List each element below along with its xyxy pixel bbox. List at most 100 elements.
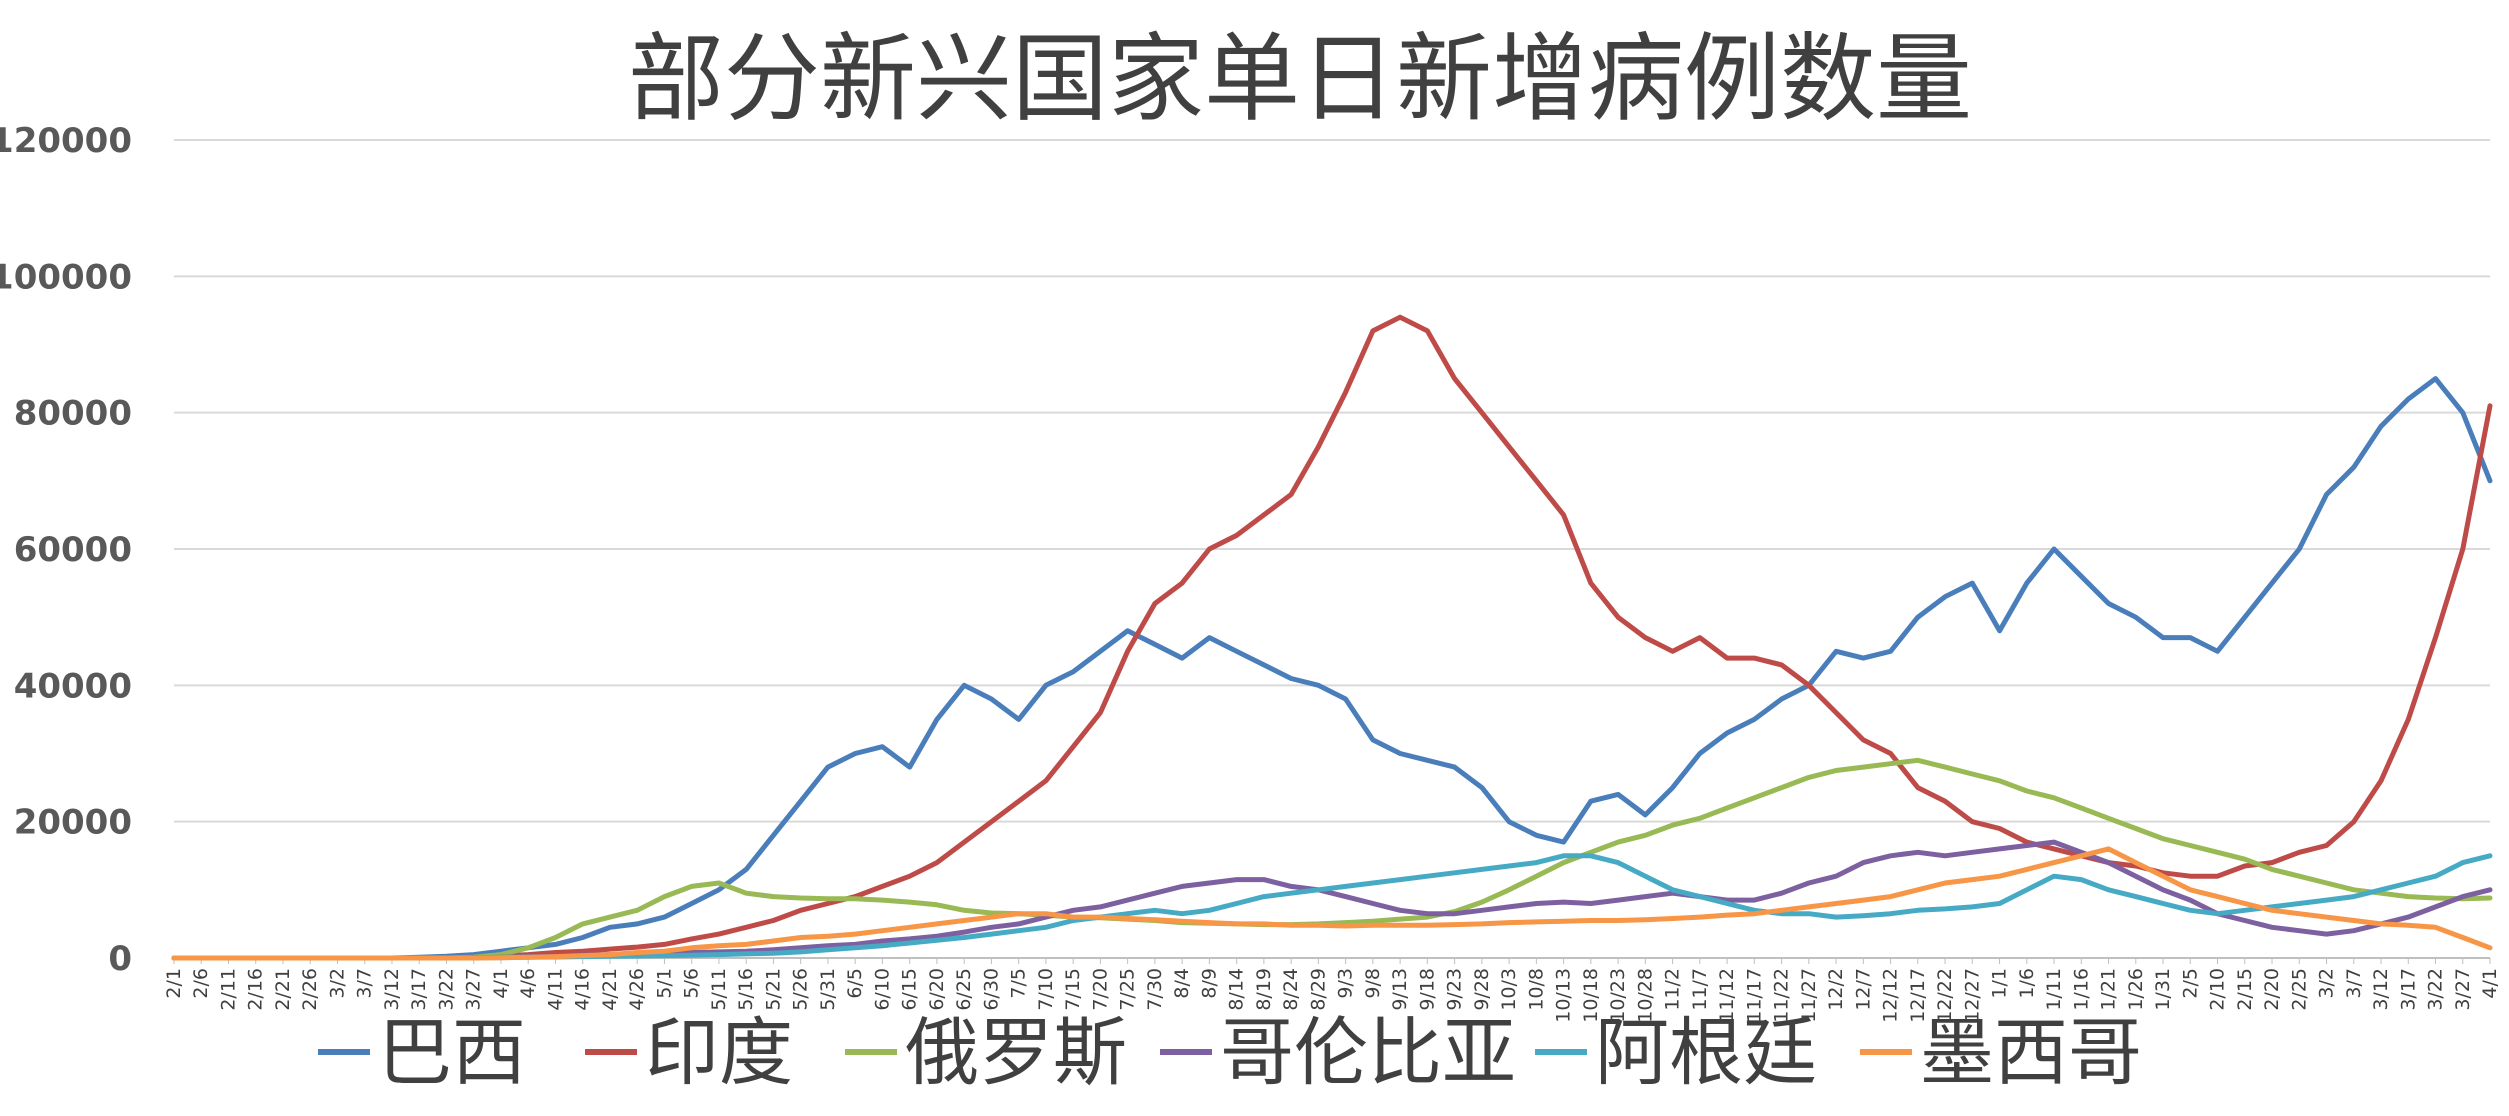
x-tick-label: 3/12	[381, 968, 403, 1011]
x-tick-label: 4/1	[490, 968, 512, 999]
x-tick-label: 3/27	[2452, 968, 2474, 1011]
y-tick-label: 120000	[0, 121, 132, 161]
x-tick-label: 1/6	[2016, 968, 2038, 999]
x-tick-label: 6/10	[871, 968, 893, 1011]
y-tick-label: 40000	[14, 666, 132, 706]
x-tick-label: 9/28	[1471, 968, 1493, 1011]
series-lines	[171, 314, 2493, 961]
x-tick-label: 3/12	[2370, 968, 2392, 1011]
x-tick-label: 3/7	[2343, 968, 2365, 999]
x-tick-label: 12/17	[1907, 968, 1929, 1023]
x-tick-label: 1/16	[2070, 968, 2092, 1011]
x-tick-label: 1/31	[2152, 968, 2174, 1011]
x-tick-label: 3/22	[2425, 968, 2447, 1011]
x-tick-label: 1/21	[2098, 968, 2120, 1011]
y-tick-label: 80000	[14, 394, 132, 434]
x-tick-label: 10/8	[1525, 968, 1547, 1011]
x-tick-label: 10/18	[1580, 968, 1602, 1023]
x-tick-label: 11/22	[1771, 968, 1793, 1023]
x-tick-label: 5/1	[653, 968, 675, 999]
x-tick-label: 6/20	[926, 968, 948, 1011]
x-tick-label: 11/17	[1743, 968, 1765, 1023]
x-tick-label: 6/15	[899, 968, 921, 1011]
x-tick-label: 7/10	[1035, 968, 1057, 1011]
x-tick-label: 4/16	[572, 968, 594, 1011]
x-tick-label: 9/3	[1335, 968, 1357, 999]
x-tick-label: 1/11	[2043, 968, 2065, 1011]
x-tick-label: 12/2	[1825, 968, 1847, 1011]
legend-label: 阿根廷	[1595, 1010, 1817, 1096]
legend-label: 哥伦比亚	[1220, 1010, 1516, 1096]
x-axis-ticks: 2/1 2/6 2/11 2/16 2/21 2/26 3/2 3/7 3/12 3/17 3/22…	[163, 958, 2501, 1023]
legend-label: 印度	[645, 1010, 793, 1096]
x-tick-label: 8/9	[1198, 968, 1220, 999]
x-tick-label: 2/20	[2261, 968, 2283, 1011]
x-tick-label: 9/23	[1444, 968, 1466, 1011]
x-tick-label: 11/2	[1662, 968, 1684, 1011]
x-tick-label: 9/13	[1389, 968, 1411, 1011]
x-tick-label: 3/17	[2397, 968, 2419, 1011]
x-tick-label: 7/20	[1089, 968, 1111, 1011]
x-tick-label: 3/7	[354, 968, 376, 999]
x-tick-label: 5/31	[817, 968, 839, 1011]
x-tick-label: 5/21	[762, 968, 784, 1011]
x-tick-label: 5/11	[708, 968, 730, 1011]
x-tick-label: 10/28	[1634, 968, 1656, 1023]
x-tick-label: 2/11	[217, 968, 239, 1011]
legend-label: 墨西哥	[1920, 1010, 2142, 1096]
x-tick-label: 3/27	[463, 968, 485, 1011]
x-tick-label: 1/1	[1989, 968, 2011, 999]
x-tick-label: 11/7	[1689, 968, 1711, 1011]
x-tick-label: 3/22	[435, 968, 457, 1011]
x-tick-label: 2/21	[272, 968, 294, 1011]
x-tick-label: 8/24	[1280, 968, 1302, 1011]
x-tick-label: 12/22	[1934, 968, 1956, 1023]
x-tick-label: 8/4	[1171, 968, 1193, 999]
y-tick-label: 20000	[14, 803, 132, 843]
x-tick-label: 8/29	[1307, 968, 1329, 1011]
x-tick-label: 3/2	[2316, 968, 2338, 999]
y-tick-label: 0	[108, 939, 132, 979]
x-tick-label: 4/11	[544, 968, 566, 1011]
x-tick-label: 12/27	[1961, 968, 1983, 1023]
x-tick-label: 9/18	[1416, 968, 1438, 1011]
x-tick-label: 9/8	[1362, 968, 1384, 999]
gridlines	[174, 139, 2490, 823]
x-tick-label: 2/16	[245, 968, 267, 1011]
x-tick-label: 3/17	[408, 968, 430, 1011]
x-tick-label: 2/10	[2207, 968, 2229, 1011]
x-tick-label: 5/6	[681, 968, 703, 999]
x-tick-label: 7/5	[1008, 968, 1030, 999]
x-tick-label: 5/26	[790, 968, 812, 1011]
x-tick-label: 7/25	[1117, 968, 1139, 1011]
series-line	[171, 757, 2493, 961]
y-tick-label: 60000	[14, 530, 132, 570]
x-tick-label: 2/6	[190, 968, 212, 999]
x-tick-label: 11/27	[1798, 968, 1820, 1023]
x-tick-label: 5/16	[735, 968, 757, 1011]
x-tick-label: 4/1	[2479, 968, 2501, 999]
x-tick-label: 2/25	[2288, 968, 2310, 1011]
chart-title: 部分新兴国家单日新增病例数量	[628, 23, 1972, 135]
legend: 巴西 印度 俄罗斯 哥伦比亚 阿根廷 墨西哥	[318, 1010, 2142, 1096]
x-tick-label: 4/26	[626, 968, 648, 1011]
x-tick-label: 6/5	[844, 968, 866, 999]
x-tick-label: 6/30	[980, 968, 1002, 1011]
x-tick-label: 4/21	[599, 968, 621, 1011]
x-tick-label: 8/19	[1253, 968, 1275, 1011]
x-tick-label: 2/5	[2179, 968, 2201, 999]
x-tick-label: 6/25	[953, 968, 975, 1011]
x-tick-label: 2/26	[299, 968, 321, 1011]
x-tick-label: 2/15	[2234, 968, 2256, 1011]
x-tick-label: 7/15	[1062, 968, 1084, 1011]
y-axis-ticks: 0 20000 40000 60000 80000 100000 120000	[0, 121, 132, 979]
x-tick-label: 10/13	[1553, 968, 1575, 1023]
legend-label: 巴西	[378, 1010, 526, 1096]
x-tick-label: 3/2	[326, 968, 348, 999]
x-tick-label: 1/26	[2125, 968, 2147, 1011]
x-tick-label: 2/1	[163, 968, 185, 999]
series-line	[171, 846, 2493, 961]
series-line	[171, 853, 2493, 961]
x-tick-label: 11/12	[1716, 968, 1738, 1023]
